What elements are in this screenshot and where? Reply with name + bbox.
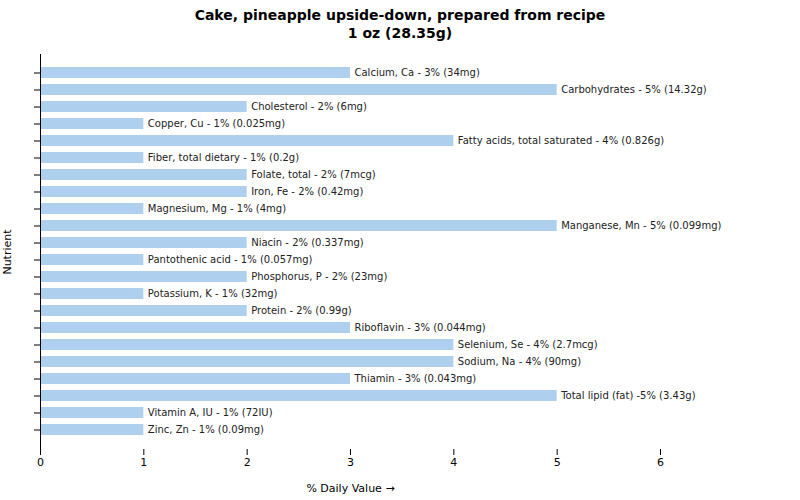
svg-text:3: 3 <box>347 456 354 469</box>
svg-text:Potassium, K - 1% (32mg): Potassium, K - 1% (32mg) <box>148 288 278 299</box>
svg-text:Iron, Fe - 2% (0.42mg): Iron, Fe - 2% (0.42mg) <box>251 186 363 197</box>
svg-text:Folate, total - 2% (7mcg): Folate, total - 2% (7mcg) <box>251 169 376 180</box>
svg-text:Fatty acids, total saturated -: Fatty acids, total saturated - 4% (0.826… <box>458 135 664 146</box>
svg-text:Protein - 2% (0.99g): Protein - 2% (0.99g) <box>251 305 352 316</box>
svg-text:Riboflavin - 3% (0.044mg): Riboflavin - 3% (0.044mg) <box>355 322 486 333</box>
svg-text:Carbohydrates - 5% (14.32g): Carbohydrates - 5% (14.32g) <box>561 84 707 95</box>
svg-text:4: 4 <box>450 456 457 469</box>
svg-text:Vitamin A, IU - 1% (72IU): Vitamin A, IU - 1% (72IU) <box>148 407 273 418</box>
svg-text:Thiamin - 3% (0.043mg): Thiamin - 3% (0.043mg) <box>354 373 477 384</box>
svg-text:% Daily Value →: % Daily Value → <box>306 482 394 495</box>
svg-text:1: 1 <box>140 456 147 469</box>
svg-text:Selenium, Se - 4% (2.7mcg): Selenium, Se - 4% (2.7mcg) <box>458 339 598 350</box>
svg-text:6: 6 <box>657 456 664 469</box>
svg-text:0: 0 <box>37 456 44 469</box>
html-text:Cake, pineapple upside-down, p: Cake, pineapple upside-down, prepared fr… <box>194 7 606 41</box>
svg-text:Phosphorus, P - 2% (23mg): Phosphorus, P - 2% (23mg) <box>251 271 387 282</box>
svg-text:Zinc, Zn - 1% (0.09mg): Zinc, Zn - 1% (0.09mg) <box>148 424 264 435</box>
svg-text:Pantothenic acid - 1% (0.057mg: Pantothenic acid - 1% (0.057mg) <box>148 254 313 265</box>
svg-text:Calcium, Ca - 3% (34mg): Calcium, Ca - 3% (34mg) <box>355 67 480 78</box>
svg-text:5: 5 <box>554 456 561 469</box>
svg-text:Nutrient: Nutrient <box>1 229 14 275</box>
svg-text:Sodium, Na - 4% (90mg): Sodium, Na - 4% (90mg) <box>458 356 581 367</box>
svg-text:Total lipid (fat) -5% (3.43g): Total lipid (fat) -5% (3.43g) <box>560 390 695 401</box>
svg-text:Fiber, total dietary - 1% (0.2: Fiber, total dietary - 1% (0.2g) <box>148 152 299 163</box>
svg-text:Niacin - 2% (0.337mg): Niacin - 2% (0.337mg) <box>251 237 364 248</box>
svg-text:Copper, Cu - 1% (0.025mg): Copper, Cu - 1% (0.025mg) <box>148 118 285 129</box>
svg-text:Manganese, Mn - 5% (0.099mg): Manganese, Mn - 5% (0.099mg) <box>561 220 721 231</box>
svg-text:2: 2 <box>244 456 251 469</box>
svg-text:Cholesterol - 2% (6mg): Cholesterol - 2% (6mg) <box>251 101 367 112</box>
svg-text:Magnesium, Mg - 1% (4mg): Magnesium, Mg - 1% (4mg) <box>148 203 286 214</box>
